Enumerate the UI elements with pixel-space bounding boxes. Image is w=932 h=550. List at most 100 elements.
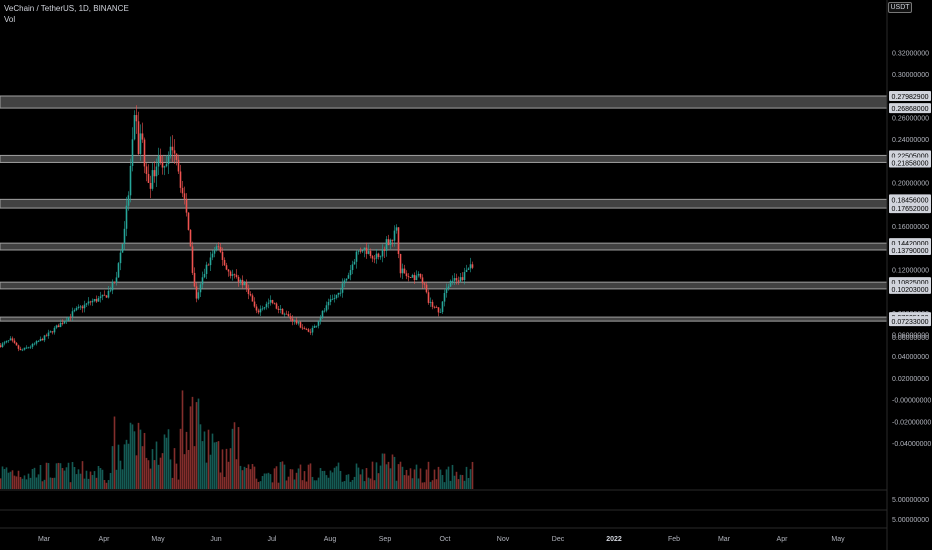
candle-body <box>115 277 118 283</box>
volume-bar <box>385 464 388 489</box>
volume-bar <box>247 464 250 489</box>
volume-bar <box>353 476 356 489</box>
price-tick: 0.26000000 <box>892 116 929 123</box>
volume-bar <box>81 461 84 489</box>
volume-bar <box>207 429 210 489</box>
candle-body <box>339 292 342 294</box>
candle-body <box>327 301 330 306</box>
candle-body <box>53 327 56 333</box>
volume-bar <box>267 472 270 489</box>
volume-bar <box>357 467 360 489</box>
candle-body <box>81 306 84 309</box>
candle-body <box>345 278 348 281</box>
candle-body <box>137 121 140 154</box>
volume-bar <box>339 470 342 489</box>
candle-body <box>211 253 214 258</box>
candle-body <box>297 322 300 324</box>
volume-indicator-label[interactable]: Vol <box>4 15 16 24</box>
volume-bar <box>221 449 224 489</box>
symbol-title[interactable]: VeChain / TetherUS, 1D, BINANCE <box>4 4 129 13</box>
candle-body <box>205 264 208 274</box>
candle-body <box>279 308 282 310</box>
zone-4 <box>0 281 888 290</box>
candle-body <box>121 244 124 253</box>
candle-body <box>411 274 414 278</box>
candle-body <box>421 277 424 284</box>
volume-bar <box>85 470 88 489</box>
volume-bar <box>29 477 32 489</box>
candle-body <box>367 251 370 254</box>
volume-bar <box>95 477 98 489</box>
candle-body <box>451 280 454 282</box>
volume-bar <box>287 476 290 489</box>
candle-body <box>49 331 52 333</box>
volume-bar <box>159 457 162 489</box>
candle-body <box>455 278 458 281</box>
candle-body <box>373 258 376 260</box>
candle-body <box>167 156 170 165</box>
volume-bar <box>167 429 170 489</box>
volume-bar <box>291 469 294 489</box>
volume-bar <box>455 471 458 489</box>
volume-bar <box>333 467 336 489</box>
candle-body <box>131 139 134 166</box>
currency-badge[interactable]: USDT <box>888 2 912 13</box>
volume-bar <box>421 482 424 489</box>
candle-body <box>33 343 36 345</box>
candle-body <box>239 279 242 282</box>
volume-tick: 5.00000000 <box>892 517 929 524</box>
zone-5 <box>0 316 888 322</box>
candle-body <box>271 300 274 303</box>
volume-bar <box>399 461 402 489</box>
candle-body <box>1 343 4 347</box>
candle-body <box>405 273 408 277</box>
volume-bar <box>265 473 268 489</box>
candle-body <box>311 327 314 333</box>
zone-2 <box>0 198 888 209</box>
candle-body <box>233 274 236 276</box>
volume-bar <box>153 460 156 489</box>
volume-bar <box>249 469 252 489</box>
candle-body <box>83 304 86 309</box>
volume-bar <box>429 481 432 489</box>
candle-body <box>435 306 438 308</box>
candle-body <box>337 292 340 295</box>
volume-bar <box>407 475 410 489</box>
time-axis[interactable]: Mar Apr May Jun Jul Aug Sep Oct Nov Dec 2022 Feb Mar… <box>38 536 845 543</box>
candle-body <box>119 252 122 264</box>
candle-body <box>237 276 240 282</box>
candle-body <box>111 281 114 291</box>
volume-bar <box>67 462 70 489</box>
volume-bar <box>323 470 326 489</box>
volume-bar <box>15 476 18 489</box>
volume-bar <box>43 479 46 489</box>
volume-bar <box>305 481 308 489</box>
candle-body <box>223 259 226 266</box>
zone-label: 0.07233000 <box>892 319 929 326</box>
candle-body <box>207 264 210 266</box>
volume-bar <box>373 480 376 489</box>
candle-body <box>261 308 264 310</box>
volume-bar <box>235 459 238 489</box>
candle-body <box>191 246 194 273</box>
volume-bar <box>327 477 330 489</box>
volume-bar <box>0 478 2 489</box>
volume-bar <box>311 476 314 489</box>
candle-body <box>313 325 316 328</box>
candle-body <box>397 227 400 254</box>
candle-body <box>181 187 184 194</box>
candle-body <box>363 247 366 251</box>
volume-bar <box>11 470 14 489</box>
volume-bar <box>125 439 128 489</box>
candle-body <box>117 263 120 278</box>
candle-body <box>355 251 358 262</box>
candle-body <box>3 342 6 344</box>
time-label: Apr <box>777 536 789 543</box>
volume-bar <box>433 469 436 489</box>
volume-bar <box>33 467 36 489</box>
candle-body <box>135 115 138 122</box>
volume-bar <box>199 424 202 489</box>
volume-bar <box>467 478 470 489</box>
volume-bar <box>35 477 38 489</box>
